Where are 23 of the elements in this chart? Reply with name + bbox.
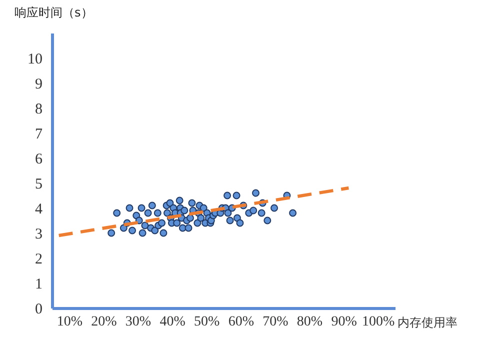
y-tick-label: 10 [28,52,42,68]
x-tick-label: 100% [362,314,396,330]
y-tick-label: 2 [35,252,42,268]
x-tick-label: 70% [262,314,289,330]
y-tick-label: 5 [35,176,42,192]
x-tick-label: 90% [331,314,358,330]
x-tick-label: 30% [125,314,152,330]
y-tick-label: 8 [35,102,42,118]
y-tick-label: 1 [35,276,42,292]
y-tick-label: 7 [35,126,43,142]
y-tick-label: 6 [35,152,43,168]
x-tick-label: 20% [91,314,118,330]
x-tick-label: 40% [160,314,186,330]
x-axis-title: 内存使用率 [398,316,458,330]
y-tick-label: 0 [35,302,42,318]
x-tick-label: 50% [194,314,220,330]
x-tick-label: 10% [56,314,83,330]
x-tick-label: 80% [296,314,323,330]
y-tick-label: 9 [35,76,42,92]
y-tick-label: 3 [35,226,42,242]
y-axis-title: 响应时间（s） [14,6,93,20]
x-tick-label: 60% [228,314,254,330]
y-tick-label: 4 [35,202,43,218]
